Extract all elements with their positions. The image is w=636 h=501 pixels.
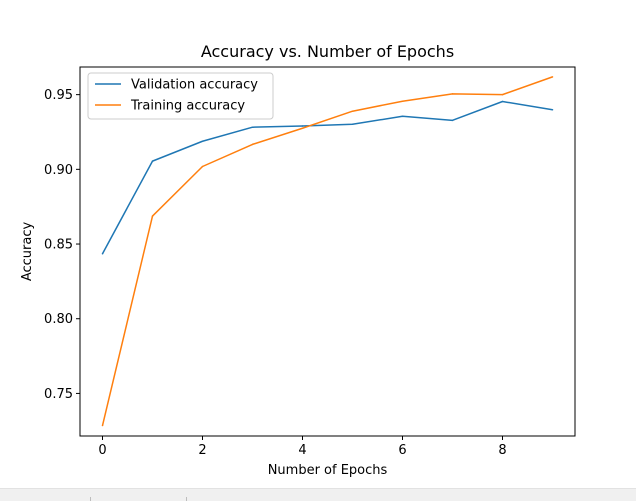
data-point — [101, 424, 104, 427]
accuracy-chart: Accuracy vs. Number of Epochs 0 2 4 6 80.750… — [20, 42, 576, 478]
data-point — [501, 100, 504, 103]
forward-icon[interactable] — [64, 496, 74, 501]
series-line-0 — [101, 100, 553, 255]
legend-label: Validation accuracy — [131, 78, 258, 93]
toolbar-separator — [186, 497, 187, 501]
x-tick-label: 6 — [398, 443, 406, 458]
data-point — [551, 108, 554, 111]
toolbar-separator — [90, 497, 91, 501]
configure-icon[interactable] — [160, 496, 170, 501]
series-line-1 — [101, 76, 553, 426]
legend: Validation accuracy Training accuracy — [87, 72, 274, 120]
x-tick-label: 2 — [198, 443, 206, 458]
chart-title: Accuracy vs. Number of Epochs — [201, 42, 454, 61]
data-point — [301, 127, 304, 129]
x-tick-label: 4 — [298, 443, 306, 458]
plot-area — [101, 76, 554, 427]
save-icon[interactable] — [198, 496, 208, 501]
legend-box — [87, 72, 274, 120]
plot-frame — [79, 66, 576, 437]
data-point — [201, 140, 204, 142]
y-tick-label: 0.75 — [44, 387, 73, 402]
data-point — [301, 125, 304, 127]
data-point — [201, 165, 204, 168]
data-point — [251, 143, 254, 146]
data-point — [401, 100, 404, 102]
y-tick-label: 0.95 — [44, 88, 73, 103]
figure-toolbar — [0, 488, 636, 501]
data-point — [451, 119, 454, 122]
axis-ticks: 0 2 4 6 8 0.75 0.80 0.85 0.90 0.95 — [44, 88, 507, 458]
data-point — [551, 76, 554, 78]
x-tick-label: 8 — [498, 443, 506, 458]
data-point — [251, 126, 254, 128]
data-point — [151, 215, 154, 217]
pan-icon[interactable] — [104, 496, 114, 501]
data-point — [401, 115, 404, 118]
data-point — [101, 252, 104, 255]
data-point — [351, 110, 354, 112]
home-icon[interactable] — [14, 496, 24, 501]
back-icon[interactable] — [40, 496, 50, 501]
y-tick-label: 0.80 — [44, 312, 73, 327]
legend-label: Training accuracy — [130, 99, 245, 114]
y-tick-label: 0.85 — [44, 238, 73, 253]
x-axis-label: Number of Epochs — [268, 463, 388, 478]
data-point — [351, 123, 354, 125]
zoom-icon[interactable] — [132, 496, 142, 501]
y-axis-label: Accuracy — [20, 222, 35, 282]
data-point — [151, 160, 154, 162]
x-tick-label: 0 — [98, 443, 106, 458]
data-point — [451, 93, 454, 95]
data-point — [501, 93, 504, 96]
y-tick-label: 0.90 — [44, 163, 73, 178]
